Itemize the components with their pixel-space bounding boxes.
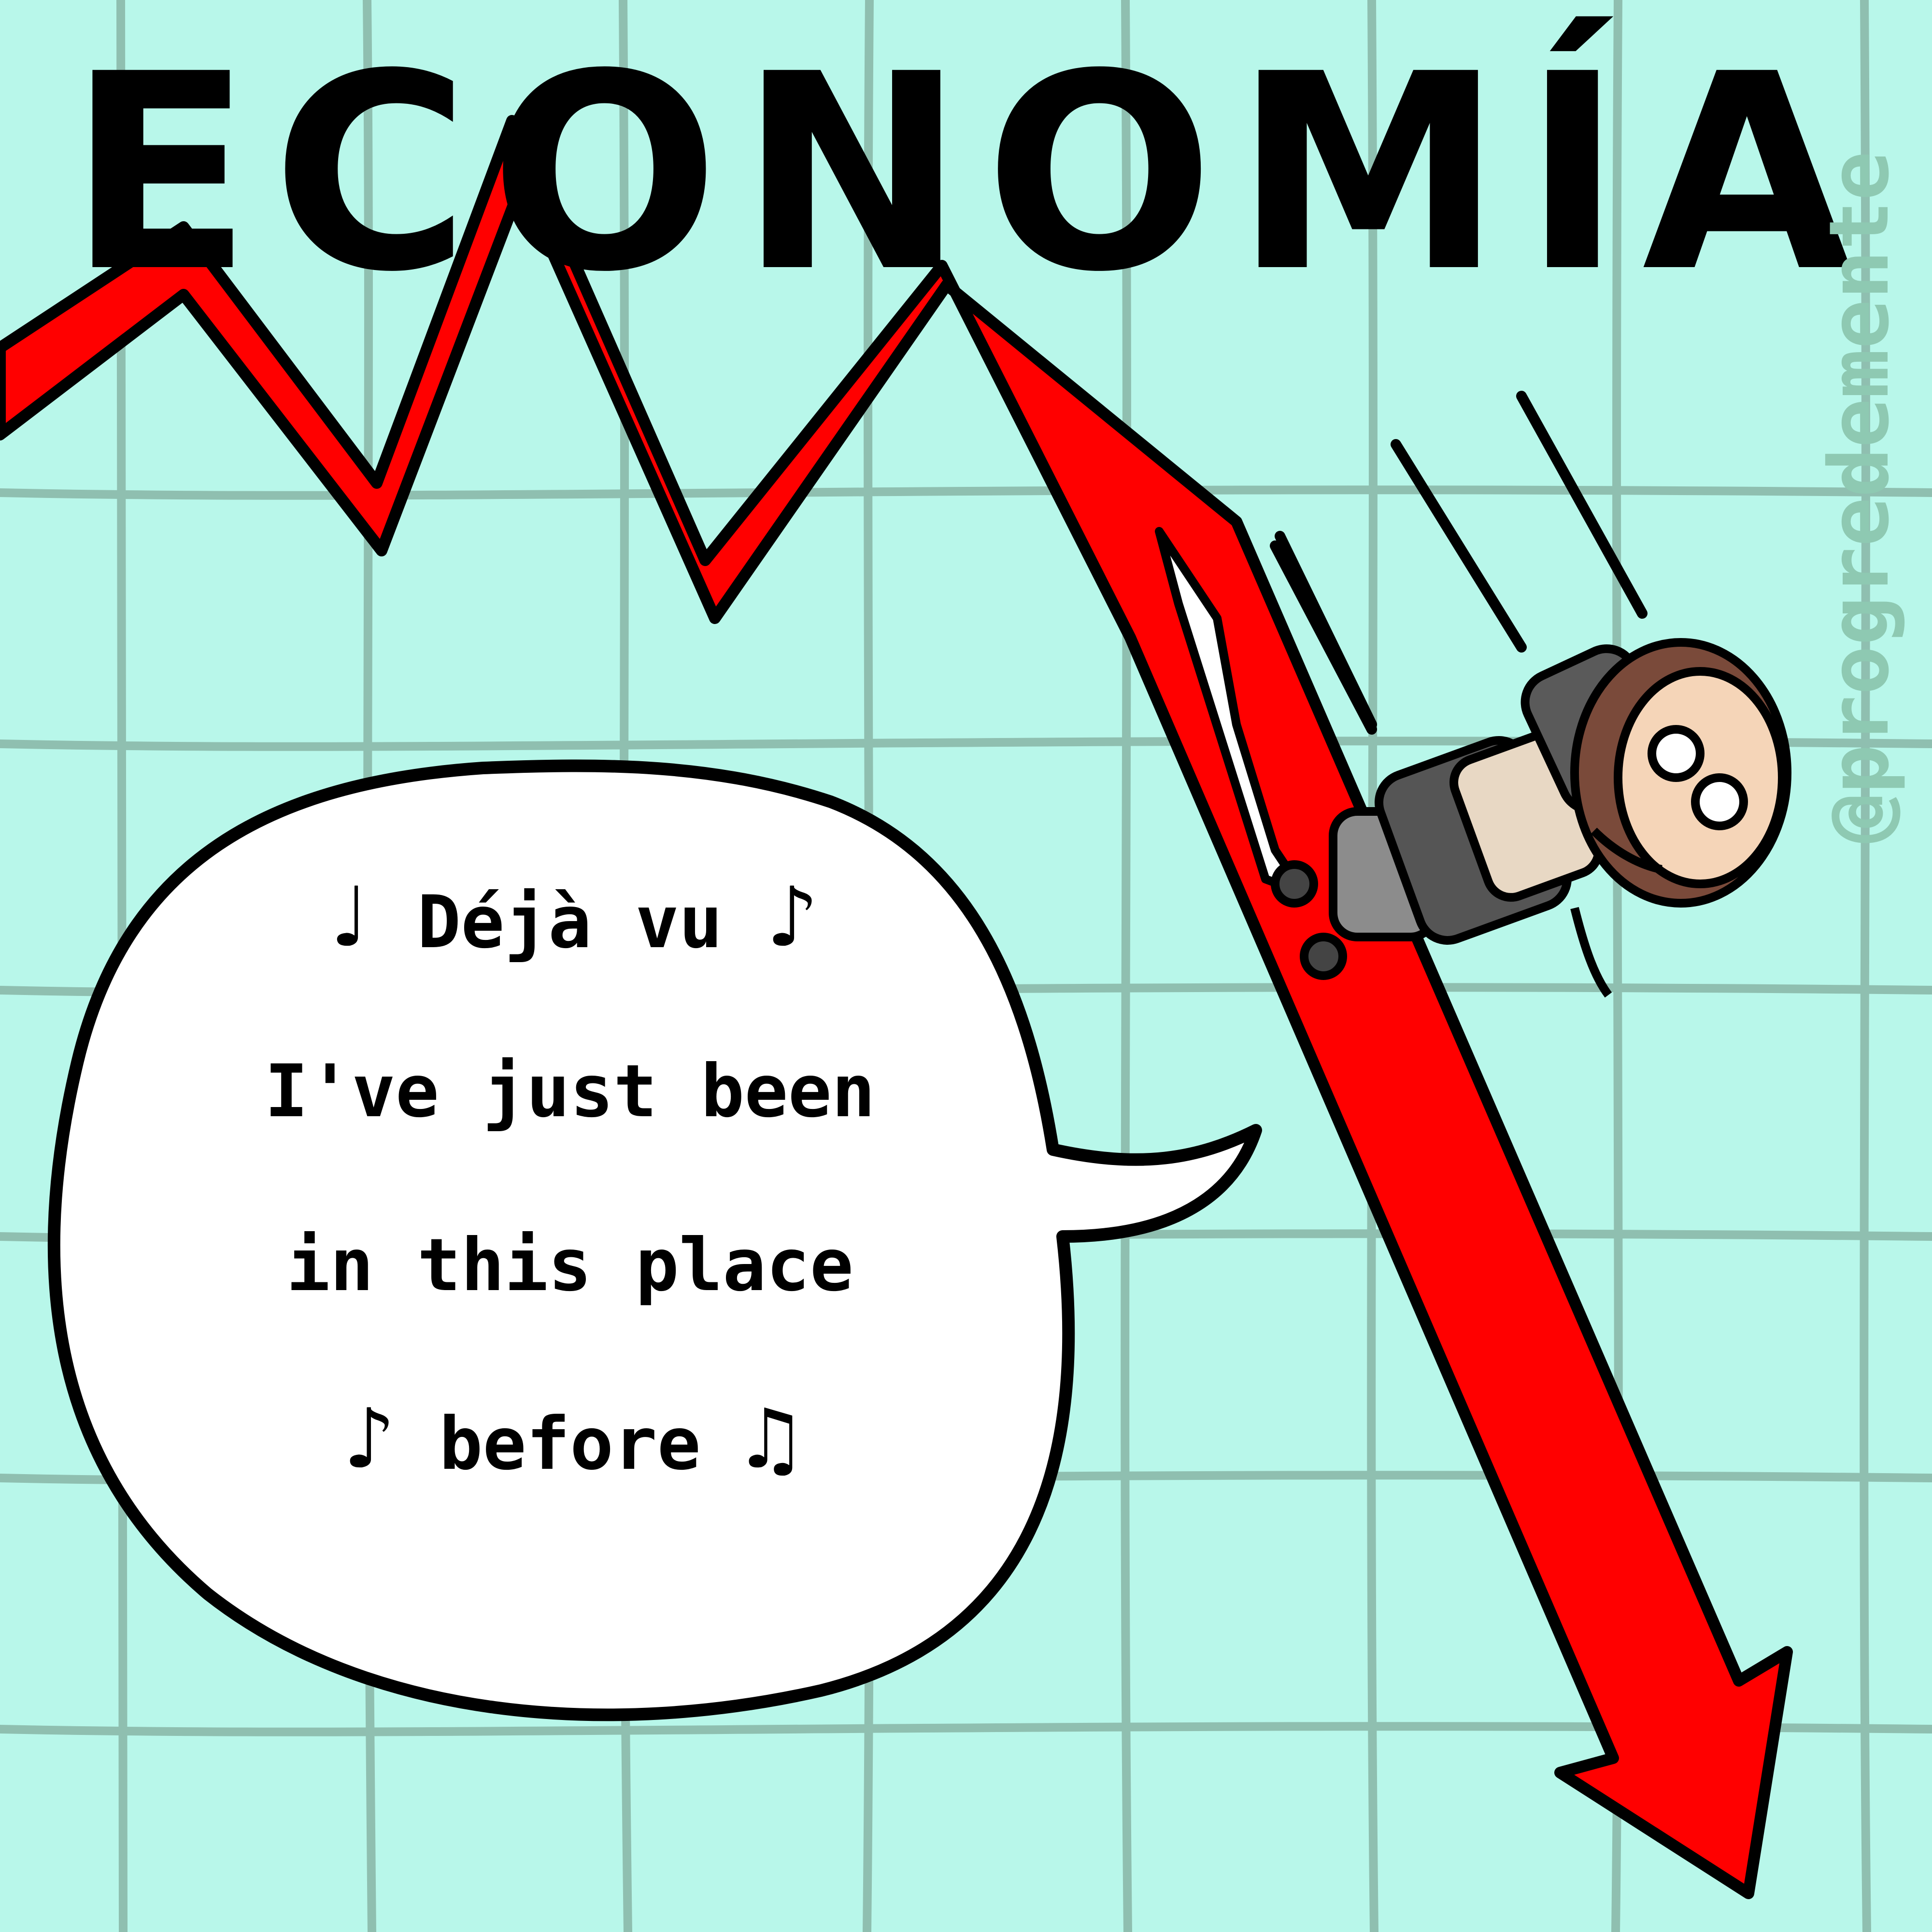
page-title: ECONOMÍA [68,16,1871,331]
speech-line-1-text: Déjà vu [417,881,723,965]
speech-line-4: ♪ before ♫ [111,1352,1029,1526]
music-note-icon: ♩ [321,867,374,968]
music-note-icon: ♫ [744,1389,797,1490]
music-note-icon: ♪ [766,867,819,968]
speech-text: ♩ Déjà vu ♪ I've just been in this place… [111,831,1029,1555]
falling-person-icon [1155,527,1791,998]
speech-line-1: ♩ Déjà vu ♪ [111,831,1029,1005]
speech-bubble-icon [47,759,1262,1721]
music-note-icon: ♪ [343,1389,396,1490]
speech-line-2: I've just been [264,1050,876,1134]
watermark-credit: @progredemente [1812,151,1907,844]
trend-arrow-icon [0,115,1793,1899]
speed-lines [1270,391,1648,735]
speech-line-3: in this place [286,1223,853,1307]
speech-line-4-text: before [439,1402,701,1486]
